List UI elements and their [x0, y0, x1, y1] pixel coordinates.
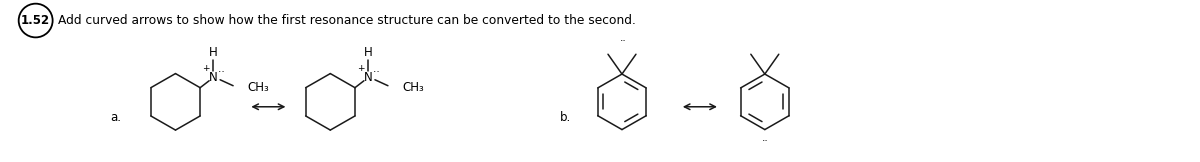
Text: 1.52: 1.52 [22, 14, 50, 27]
Text: CH₃: CH₃ [402, 81, 424, 94]
Text: N: N [209, 71, 217, 84]
Text: a.: a. [110, 111, 121, 124]
Text: ··: ·· [218, 67, 228, 77]
Text: CH₃: CH₃ [247, 81, 269, 94]
Text: N: N [364, 71, 372, 84]
Text: ··: ·· [373, 67, 383, 77]
Text: +: + [358, 64, 365, 73]
Text: b.: b. [560, 111, 571, 124]
Text: ··: ·· [619, 36, 626, 46]
Text: ··: ·· [762, 136, 768, 146]
Text: H: H [364, 46, 372, 59]
Text: Add curved arrows to show how the first resonance structure can be converted to : Add curved arrows to show how the first … [58, 14, 636, 27]
Text: +: + [203, 64, 210, 73]
Text: H: H [209, 46, 217, 59]
